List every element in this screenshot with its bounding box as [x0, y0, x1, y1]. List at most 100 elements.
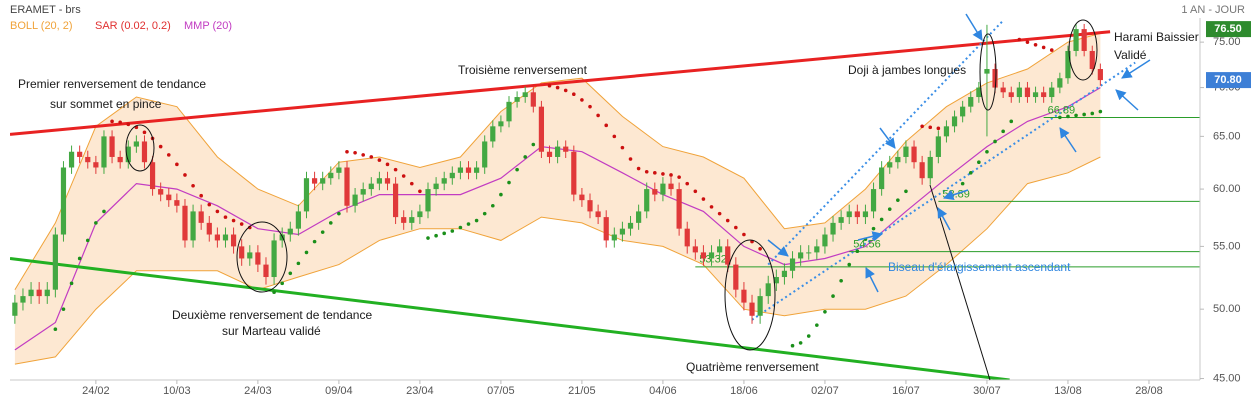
sar-dot: [450, 229, 455, 233]
sar-dot: [596, 113, 600, 118]
arrows: [767, 13, 1151, 293]
sar-dot: [798, 341, 803, 345]
candle-body: [563, 146, 569, 152]
sar-dot: [418, 189, 422, 194]
candle-body: [409, 217, 415, 223]
candle-body: [344, 167, 350, 206]
sar-dot: [977, 160, 981, 165]
candle-body: [101, 136, 107, 168]
sar-dot: [717, 211, 722, 216]
ellipse: [1068, 19, 1098, 81]
sar-dot: [102, 209, 106, 214]
arrow: [865, 267, 879, 293]
candle-body: [806, 252, 812, 254]
sar-dot: [1082, 112, 1086, 117]
sar-dot: [183, 173, 187, 177]
annotation: Validé: [1114, 48, 1147, 62]
x-tick-label: 18/06: [730, 385, 758, 397]
candle-body: [814, 246, 820, 253]
candle-body: [368, 183, 374, 190]
sar-dot: [385, 162, 390, 167]
x-tick-label: 10/03: [163, 385, 191, 397]
sar-dot: [409, 181, 414, 186]
candle-body: [619, 228, 626, 235]
candle-body: [271, 240, 277, 278]
candle-body: [320, 178, 326, 184]
candle-body: [149, 162, 156, 190]
candle-body: [627, 222, 634, 229]
sar-dot: [871, 226, 876, 231]
candle-body: [765, 283, 771, 297]
candle-body: [401, 217, 407, 223]
sar-dot: [1017, 37, 1022, 42]
candle-body: [611, 234, 617, 241]
sar-dot: [142, 130, 147, 135]
candle-body: [498, 121, 504, 127]
sar-dot: [839, 278, 843, 283]
y-tick-label: 50.00: [1213, 303, 1241, 315]
sar-dot: [85, 238, 90, 243]
candle-body: [206, 222, 212, 235]
sar-dot: [968, 171, 973, 175]
candle-body: [12, 302, 18, 316]
sar-dot: [207, 202, 212, 207]
ellipse: [979, 33, 997, 111]
candle-body: [328, 172, 334, 179]
sar-dot: [401, 174, 406, 178]
candle-body: [717, 246, 723, 253]
sar-dot: [936, 126, 941, 131]
arrow: [943, 189, 969, 200]
candle-body: [603, 217, 609, 241]
sar-dot: [280, 281, 284, 286]
candle-body: [968, 97, 974, 107]
y-tick-label: 45.00: [1213, 372, 1241, 384]
candle-body: [166, 194, 172, 201]
arrow: [767, 239, 789, 257]
candle-body: [222, 234, 229, 241]
annotation: Biseau d'élargissement ascendant: [888, 260, 1071, 274]
candle-body: [449, 172, 455, 179]
y-tick-label: 65.00: [1213, 130, 1241, 142]
arrow: [879, 127, 896, 149]
sar-dot: [1049, 48, 1054, 52]
trend-line: [767, 19, 1004, 266]
candle-body: [700, 252, 707, 259]
candle-body: [417, 211, 423, 218]
annotation: sur sommet en pince: [50, 97, 162, 111]
period: 1 AN - JOUR: [1181, 4, 1245, 16]
annotations: Premier renversement de tendance sur som…: [18, 13, 1199, 381]
sar-dot: [628, 157, 633, 161]
candle-body: [522, 92, 528, 98]
candle-body: [919, 162, 925, 179]
sar-dot: [239, 222, 244, 226]
candle-body: [425, 189, 431, 212]
sar-dot: [580, 98, 584, 102]
indicator-legend: SAR (0.02, 0.2): [95, 20, 171, 32]
sar-dot: [337, 211, 341, 216]
sar-dot: [482, 211, 487, 216]
sar-dot: [742, 232, 746, 237]
sar-dot: [361, 153, 365, 157]
candle-body: [830, 222, 836, 235]
candle-body: [60, 167, 67, 235]
arrow: [857, 231, 884, 242]
sar-dot: [985, 149, 989, 154]
candle-body: [457, 167, 464, 173]
level-label: 54.56: [853, 239, 881, 251]
sar-dot: [531, 142, 536, 147]
indicator-legend: MMP (20): [184, 20, 232, 32]
candle-body: [263, 264, 269, 278]
sar-dot: [1074, 113, 1078, 118]
x-tick-label: 28/08: [1135, 385, 1163, 397]
sar-dot: [304, 250, 309, 255]
sar-dot: [1025, 40, 1030, 44]
x-tick-label: 16/07: [892, 385, 920, 397]
candle-body: [490, 126, 496, 142]
candle-body: [279, 234, 285, 241]
candle-body: [854, 211, 860, 218]
ellipse: [125, 124, 155, 172]
annotation: Troisième renversement: [458, 63, 588, 77]
candle-body: [474, 167, 480, 173]
candle-body: [652, 189, 658, 195]
